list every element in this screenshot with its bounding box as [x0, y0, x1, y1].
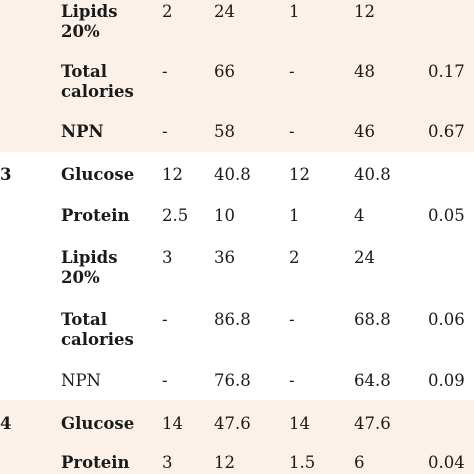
- value-cell-2: 24: [214, 2, 235, 21]
- row-name-line1: Protein: [61, 206, 130, 225]
- value-cell-2: 40.8: [214, 165, 251, 184]
- row-name-line2: calories: [61, 330, 134, 349]
- row-name-line1: NPN: [61, 122, 104, 141]
- value-cell-1: 2: [162, 2, 173, 21]
- row-name-line1: Lipids: [61, 2, 118, 21]
- value-cell-4: 46: [354, 122, 375, 141]
- value-cell-1: 14: [162, 414, 183, 433]
- value-cell-2: 66: [214, 62, 235, 81]
- value-cell-2: 12: [214, 453, 235, 472]
- row-name-line2: calories: [61, 82, 134, 101]
- value-cell-2: 76.8: [214, 371, 251, 390]
- group-number: 4: [0, 414, 12, 433]
- p-value-cell: 0.04: [428, 453, 465, 472]
- value-cell-1: -: [162, 310, 168, 329]
- value-cell-2: 47.6: [214, 414, 251, 433]
- value-cell-3: -: [289, 62, 295, 81]
- value-cell-1: -: [162, 122, 168, 141]
- value-cell-3: 1: [289, 206, 300, 225]
- value-cell-1: -: [162, 371, 168, 390]
- value-cell-3: 1.5: [289, 453, 316, 472]
- row-name-line1: Glucose: [61, 414, 135, 433]
- value-cell-1: 3: [162, 453, 173, 472]
- value-cell-1: 12: [162, 165, 183, 184]
- value-cell-4: 40.8: [354, 165, 391, 184]
- group-band-peach-top: [0, 0, 474, 152]
- value-cell-4: 47.6: [354, 414, 391, 433]
- value-cell-4: 68.8: [354, 310, 391, 329]
- value-cell-3: -: [289, 371, 295, 390]
- value-cell-3: -: [289, 122, 295, 141]
- value-cell-2: 10: [214, 206, 235, 225]
- value-cell-3: 2: [289, 248, 300, 267]
- value-cell-3: 12: [289, 165, 310, 184]
- value-cell-4: 6: [354, 453, 365, 472]
- p-value-cell: 0.17: [428, 62, 465, 81]
- row-name-line2: 20%: [61, 22, 100, 41]
- p-value-cell: 0.05: [428, 206, 465, 225]
- value-cell-3: 14: [289, 414, 310, 433]
- value-cell-2: 58: [214, 122, 235, 141]
- row-name-line1: NPN: [61, 371, 101, 390]
- value-cell-4: 48: [354, 62, 375, 81]
- row-name-line1: Glucose: [61, 165, 135, 184]
- p-value-cell: 0.09: [428, 371, 465, 390]
- value-cell-2: 36: [214, 248, 235, 267]
- row-name-line1: Total: [61, 62, 107, 81]
- value-cell-4: 64.8: [354, 371, 391, 390]
- group-band-white: [0, 152, 474, 400]
- group-number: 3: [0, 165, 12, 184]
- value-cell-2: 86.8: [214, 310, 251, 329]
- row-name-line1: Total: [61, 310, 107, 329]
- value-cell-1: 3: [162, 248, 173, 267]
- row-name-line1: Lipids: [61, 248, 118, 267]
- value-cell-1: -: [162, 62, 168, 81]
- value-cell-3: -: [289, 310, 295, 329]
- value-cell-4: 12: [354, 2, 375, 21]
- p-value-cell: 0.06: [428, 310, 465, 329]
- p-value-cell: 0.67: [428, 122, 465, 141]
- value-cell-1: 2.5: [162, 206, 189, 225]
- value-cell-4: 4: [354, 206, 365, 225]
- row-name-line1: Protein: [61, 453, 130, 472]
- value-cell-3: 1: [289, 2, 300, 21]
- value-cell-4: 24: [354, 248, 375, 267]
- row-name-line2: 20%: [61, 268, 100, 287]
- group-band-peach-bottom: [0, 400, 474, 474]
